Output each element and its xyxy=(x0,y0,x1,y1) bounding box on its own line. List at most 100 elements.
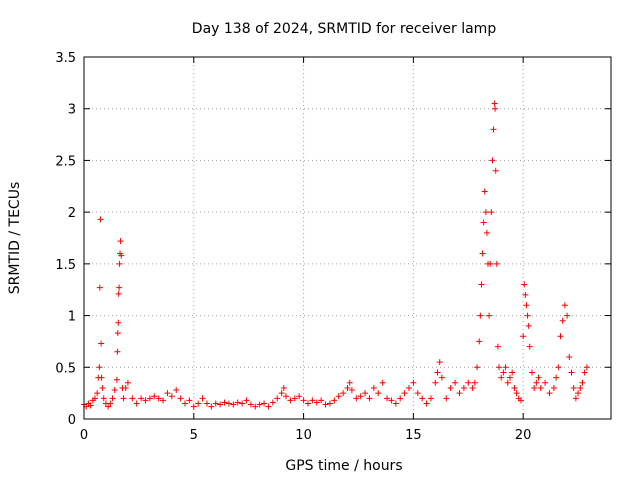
data-point xyxy=(283,393,290,400)
data-point xyxy=(452,379,459,386)
data-point xyxy=(480,219,487,226)
data-point xyxy=(517,397,524,404)
data-point xyxy=(304,400,311,407)
data-point xyxy=(537,384,544,391)
data-point xyxy=(479,250,486,257)
data-point xyxy=(98,340,105,347)
data-point xyxy=(99,384,106,391)
data-point xyxy=(535,374,542,381)
x-tick-label: 10 xyxy=(295,428,312,443)
data-point xyxy=(96,284,103,291)
data-point xyxy=(151,393,158,400)
data-point xyxy=(427,395,434,402)
data-point xyxy=(116,260,123,267)
data-point xyxy=(583,364,590,371)
data-point xyxy=(405,384,412,391)
data-point xyxy=(478,281,485,288)
data-point xyxy=(212,400,219,407)
data-point xyxy=(182,400,189,407)
data-point xyxy=(434,369,441,376)
data-point xyxy=(348,387,355,394)
chart-title: Day 138 of 2024, SRMTID for receiver lam… xyxy=(192,21,497,37)
y-tick-label: 0 xyxy=(68,413,76,428)
data-point xyxy=(129,395,136,402)
x-axis-label: GPS time / hours xyxy=(285,458,402,474)
y-tick-label: 2 xyxy=(68,206,76,221)
data-point xyxy=(366,395,373,402)
x-tick-labels: 0 5 10 15 20 xyxy=(80,428,532,443)
data-point xyxy=(357,393,364,400)
data-point xyxy=(118,252,125,259)
data-point xyxy=(177,395,184,402)
x-tick-label: 0 xyxy=(80,428,88,443)
data-point xyxy=(261,400,268,407)
data-point xyxy=(498,374,505,381)
data-point xyxy=(575,390,582,397)
y-tick-label: 2.5 xyxy=(55,154,76,169)
data-point xyxy=(506,374,513,381)
data-point xyxy=(195,400,202,407)
y-tick-label: 1.5 xyxy=(55,258,76,273)
data-point xyxy=(94,390,101,397)
data-point xyxy=(528,369,535,376)
data-point xyxy=(489,157,496,164)
data-point xyxy=(335,393,342,400)
data-point xyxy=(122,384,129,391)
data-point xyxy=(561,302,568,309)
data-point xyxy=(566,353,573,360)
data-point xyxy=(234,399,241,406)
data-point xyxy=(133,400,140,407)
data-point xyxy=(318,397,325,404)
data-point xyxy=(559,317,566,324)
data-point xyxy=(557,333,564,340)
data-point xyxy=(109,395,116,402)
data-point xyxy=(533,379,540,386)
axis-ticks xyxy=(83,56,611,420)
data-point xyxy=(344,384,351,391)
data-point xyxy=(322,401,329,408)
data-point xyxy=(186,397,193,404)
data-point xyxy=(494,343,501,350)
data-point xyxy=(160,397,167,404)
data-point xyxy=(384,395,391,402)
data-point xyxy=(542,379,549,386)
data-point xyxy=(115,290,122,297)
data-point xyxy=(309,397,316,404)
data-point xyxy=(138,395,145,402)
data-point xyxy=(474,364,481,371)
data-point xyxy=(524,312,531,319)
data-point xyxy=(107,400,114,407)
data-point xyxy=(460,384,467,391)
data-point xyxy=(477,312,484,319)
data-point xyxy=(190,403,197,410)
data-point xyxy=(500,369,507,376)
data-point xyxy=(572,395,579,402)
y-tick-labels: 0 0.5 1 1.5 2 2.5 3 3.5 xyxy=(55,51,76,428)
data-point xyxy=(243,397,250,404)
data-point xyxy=(247,401,254,408)
data-point xyxy=(87,402,94,409)
y-axis-label: SRMTID / TECUs xyxy=(7,182,23,295)
data-point xyxy=(492,167,499,174)
data-point xyxy=(577,384,584,391)
data-point xyxy=(550,384,557,391)
data-point xyxy=(164,390,171,397)
data-point xyxy=(274,395,281,402)
data-point xyxy=(483,229,490,236)
data-point xyxy=(100,395,107,402)
data-point xyxy=(340,390,347,397)
data-point xyxy=(346,379,353,386)
data-point xyxy=(492,105,499,112)
data-point xyxy=(269,399,276,406)
data-point xyxy=(388,397,395,404)
data-point xyxy=(280,384,287,391)
data-point xyxy=(523,302,530,309)
data-point xyxy=(96,364,103,371)
data-point xyxy=(221,399,228,406)
data-point xyxy=(419,395,426,402)
data-point xyxy=(531,384,538,391)
data-point xyxy=(410,379,417,386)
data-point xyxy=(287,397,294,404)
data-point xyxy=(120,395,127,402)
data-point xyxy=(142,397,149,404)
